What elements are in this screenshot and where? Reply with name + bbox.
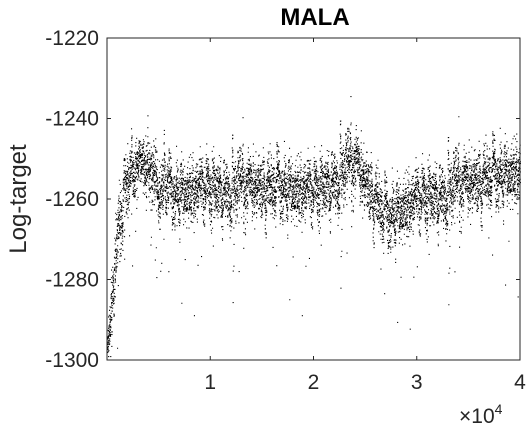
y-axis-label: Log-target [5, 144, 32, 254]
x-tick-label: 1 [204, 371, 216, 394]
y-tick-label: -1280 [45, 269, 99, 292]
x-axis-exponent: ×104 [459, 401, 503, 428]
y-tick-label: -1220 [45, 27, 99, 50]
x-tick-label: 3 [411, 371, 423, 394]
scatter-points [107, 96, 521, 358]
chart-title: MALA [280, 4, 349, 31]
y-tick-label: -1260 [45, 188, 99, 211]
y-tick-label: -1300 [45, 349, 99, 372]
y-axis: -1220 -1240 -1260 -1280 -1300 [45, 27, 520, 372]
x-tick-label: 2 [308, 371, 320, 394]
x-tick-label: 4 [514, 371, 526, 394]
trace-sample-points [107, 96, 521, 358]
y-tick-label: -1240 [45, 108, 99, 131]
x-axis: 1 2 3 4 [204, 38, 526, 394]
